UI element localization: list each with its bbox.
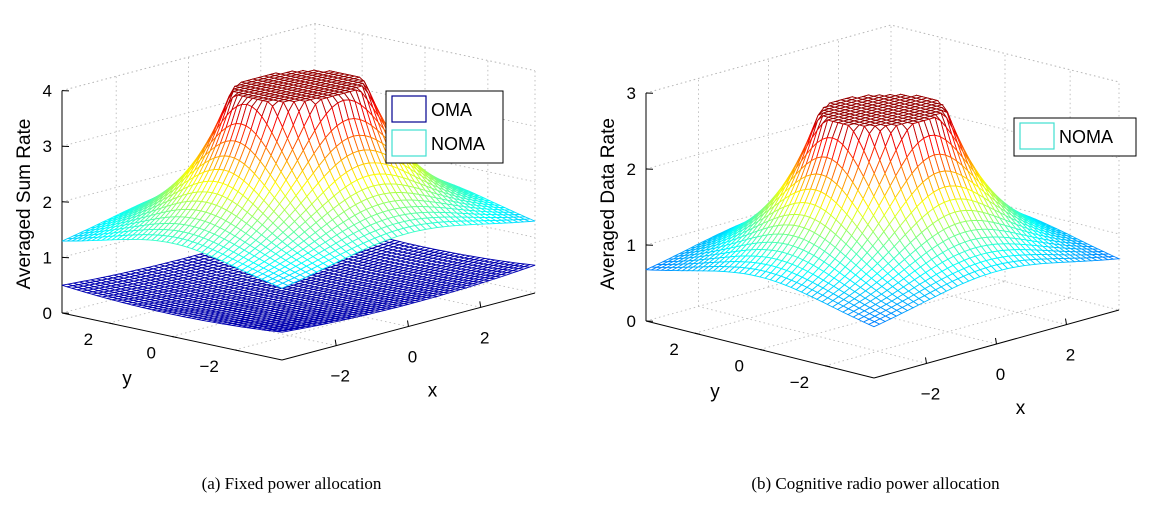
z-tick-label: 4 [43,82,52,101]
axes: 0 1 2 3 4 2 0 −2 −2 0 2 [43,82,536,386]
chart-a: 0 1 2 3 4 2 0 −2 −2 0 2 Averaged Sum Rate y x OMA NOMA [0,0,583,460]
y-axis-label: y [710,382,720,403]
x-axis-label: x [428,381,438,402]
chart-b-svg: 0 1 2 3 2 0 −2 −2 0 2 Averaged Data Rate y x NOMA [598,24,1137,419]
x-tick-label: −2 [921,384,940,403]
surface-noma [61,69,536,289]
legend-swatch-oma [391,95,427,123]
z-tick-label: 3 [627,84,636,103]
x-tick-label: 0 [408,348,417,367]
z-tick-label: 1 [43,248,52,267]
z-tick-label: 0 [43,304,52,323]
z-tick-label: 3 [43,137,52,156]
y-tick-label: 0 [147,344,156,363]
z-tick-label: 0 [627,312,636,331]
legend: NOMA [1013,117,1137,157]
y-tick-label: −2 [790,373,809,392]
legend: OMA NOMA [385,90,504,164]
z-axis-label: Averaged Data Rate [598,118,619,290]
y-tick-label: 2 [669,340,678,359]
z-axis-label: Averaged Sum Rate [14,119,35,290]
surface-noma [645,93,1121,328]
legend-label-noma: NOMA [431,134,485,154]
y-axis-label: y [122,369,132,390]
x-tick-label: −2 [331,367,350,386]
axes: 0 1 2 3 2 0 −2 −2 0 2 [627,84,1120,403]
y-tick-label: 0 [735,357,744,376]
x-tick-label: 2 [1066,346,1075,365]
chart-b: 0 1 2 3 2 0 −2 −2 0 2 Averaged Data Rate y x NOMA [584,0,1167,460]
caption-b: (b) Cognitive radio power allocation [751,474,1000,493]
caption-a: (a) Fixed power allocation [201,474,382,493]
legend-label-noma: NOMA [1059,127,1113,147]
legend-swatch-noma [1019,122,1055,150]
y-tick-label: −2 [199,357,218,376]
x-tick-label: 0 [996,365,1005,384]
chart-a-svg: 0 1 2 3 4 2 0 −2 −2 0 2 Averaged Sum Rate y x OMA NOMA [14,23,536,402]
x-axis-label: x [1016,398,1026,419]
x-tick-label: 2 [480,328,489,347]
y-tick-label: 2 [84,330,93,349]
z-tick-label: 1 [627,236,636,255]
legend-label-oma: OMA [431,100,472,120]
z-tick-label: 2 [627,160,636,179]
legend-swatch-noma [391,129,427,157]
z-tick-label: 2 [43,193,52,212]
